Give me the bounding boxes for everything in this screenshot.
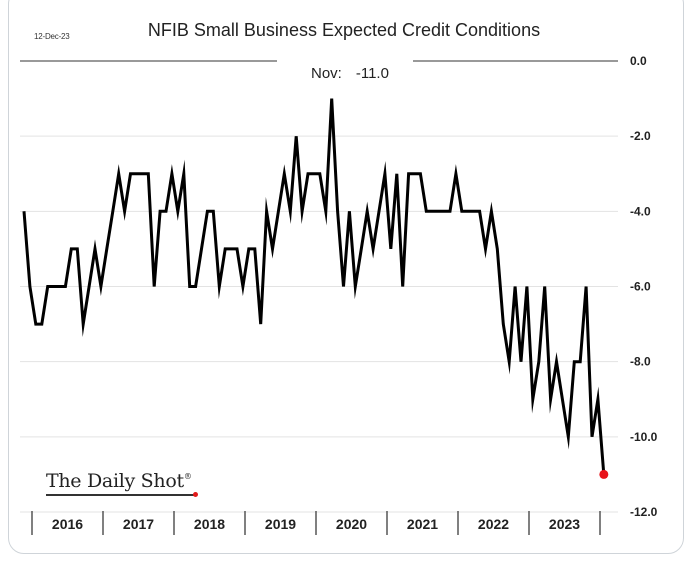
logo-registered-mark: ® — [183, 472, 192, 481]
latest-value-annotation: Nov: -11.0 — [311, 65, 389, 82]
x-tick-label: 2022 — [478, 516, 509, 532]
chart-title: NFIB Small Business Expected Credit Cond… — [0, 20, 686, 41]
logo-red-dot — [193, 492, 198, 497]
x-tick-label: 2016 — [52, 516, 83, 532]
chart-card — [8, 0, 684, 554]
x-axis: 2016 2017 2018 2019 2020 2021 2022 2023 — [31, 511, 601, 535]
y-tick-label: -12.0 — [630, 505, 658, 519]
y-tick-label: 0.0 — [630, 54, 647, 68]
y-axis: 0.0 -2.0 -4.0 -6.0 -8.0 -10.0 -12.0 — [630, 54, 658, 519]
x-tick-label: 2023 — [549, 516, 580, 532]
x-tick-label: 2018 — [194, 516, 225, 532]
gridlines — [20, 135, 618, 513]
y-tick-label: -2.0 — [630, 129, 651, 143]
series-line — [22, 98, 606, 475]
date-stamp: 12-Dec-23 — [34, 32, 70, 41]
chart-title-text: NFIB Small Business Expected Credit Cond… — [147, 20, 541, 40]
daily-shot-logo: The Daily Shot® — [46, 470, 192, 492]
y-tick-label: -6.0 — [630, 280, 651, 294]
y-tick-label: -4.0 — [630, 204, 651, 218]
latest-label: Nov: — [311, 65, 342, 82]
latest-value: -11.0 — [355, 65, 389, 82]
y-tick-label: -10.0 — [630, 430, 658, 444]
x-tick-label: 2020 — [336, 516, 367, 532]
x-tick-label: 2017 — [123, 516, 154, 532]
x-tick-label: 2019 — [265, 516, 296, 532]
y-tick-label: -8.0 — [630, 355, 651, 369]
x-tick-label: 2021 — [407, 516, 438, 532]
last-point-marker — [599, 469, 609, 479]
logo-underline — [46, 494, 196, 496]
logo-text: The Daily Shot — [46, 470, 184, 492]
series — [22, 98, 609, 479]
